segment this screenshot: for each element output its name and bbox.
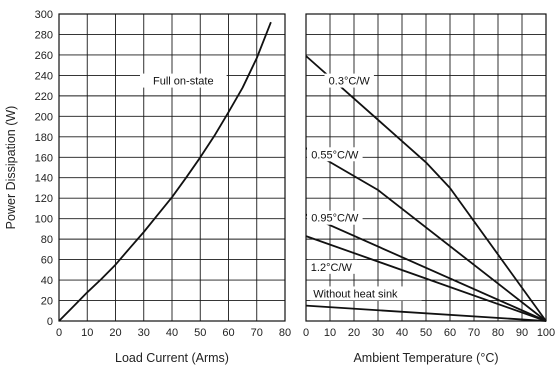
y-tick-label: 240 <box>35 70 53 82</box>
x-tick-label: 20 <box>109 327 121 339</box>
y-tick-label: 60 <box>41 255 53 267</box>
y-axis-label: Power Dissipation (W) <box>4 106 18 230</box>
x-tick-label: 0 <box>56 327 62 339</box>
x-tick-label: 0 <box>303 327 309 339</box>
y-tick-label: 200 <box>35 111 53 123</box>
series-line <box>305 304 547 322</box>
y-tick-label: 120 <box>35 193 53 205</box>
annotation-background <box>140 73 227 88</box>
x-tick-label: 50 <box>194 327 206 339</box>
x-tick-label: 90 <box>516 327 528 339</box>
annotation-background <box>310 286 422 301</box>
y-tick-label: 260 <box>35 50 53 62</box>
ambient-temperature-chart: 0 10 20 30 40 50 60 70 80 90 100 Ambient Temperatur… <box>303 13 555 365</box>
series-annotation: 0.95°C/W <box>311 213 359 225</box>
y-tick-label: 180 <box>35 132 53 144</box>
series-annotation: Full on-state <box>153 76 214 88</box>
y-tick-label: 140 <box>35 173 53 185</box>
x-tick-label: 20 <box>348 327 360 339</box>
series-annotation: 0.3°C/W <box>329 76 371 88</box>
x-axis-label: Ambient Temperature (°C) <box>353 351 498 365</box>
series-line <box>305 55 547 322</box>
y-tick-label: 220 <box>35 91 53 103</box>
x-tick-label: 80 <box>492 327 504 339</box>
plot-frame <box>58 13 286 322</box>
x-axis-label: Load Current (Arms) <box>115 351 229 365</box>
x-tick-label: 10 <box>324 327 336 339</box>
x-tick-label: 30 <box>138 327 150 339</box>
y-tick-label: 0 <box>47 316 53 328</box>
plot-frame <box>305 13 547 322</box>
series-annotation: Without heat sink <box>313 288 398 300</box>
x-tick-label: 50 <box>420 327 432 339</box>
x-tick-label: 40 <box>396 327 408 339</box>
series-line <box>305 235 547 322</box>
series-line <box>305 213 547 322</box>
y-tick-label: 80 <box>41 234 53 246</box>
annotation-background <box>307 147 363 162</box>
annotation-background <box>324 73 374 88</box>
series-annotation: 0.55°C/W <box>311 149 359 161</box>
x-tick-label: 40 <box>166 327 178 339</box>
series-line <box>58 21 272 322</box>
y-tick-label: 160 <box>35 152 53 164</box>
x-tick-label: 70 <box>251 327 263 339</box>
x-tick-label: 100 <box>537 327 555 339</box>
y-tick-label: 100 <box>35 214 53 226</box>
x-tick-label: 60 <box>444 327 456 339</box>
load-current-chart: 0 10 20 30 40 50 60 70 80 0 20 40 60 80 100 120 140 160 18… <box>4 9 291 365</box>
x-tick-label: 60 <box>222 327 234 339</box>
series-annotation: 1.2°C/W <box>311 262 353 274</box>
x-tick-label: 70 <box>468 327 480 339</box>
x-tick-label: 30 <box>372 327 384 339</box>
y-tick-label: 20 <box>41 296 53 308</box>
y-tick-label: 280 <box>35 29 53 41</box>
x-tick-label: 80 <box>279 327 291 339</box>
annotation-background <box>307 210 363 225</box>
y-tick-label: 40 <box>41 275 53 287</box>
annotation-background <box>307 259 358 274</box>
series-line <box>305 147 547 322</box>
y-tick-label: 300 <box>35 9 53 21</box>
x-tick-label: 10 <box>81 327 93 339</box>
